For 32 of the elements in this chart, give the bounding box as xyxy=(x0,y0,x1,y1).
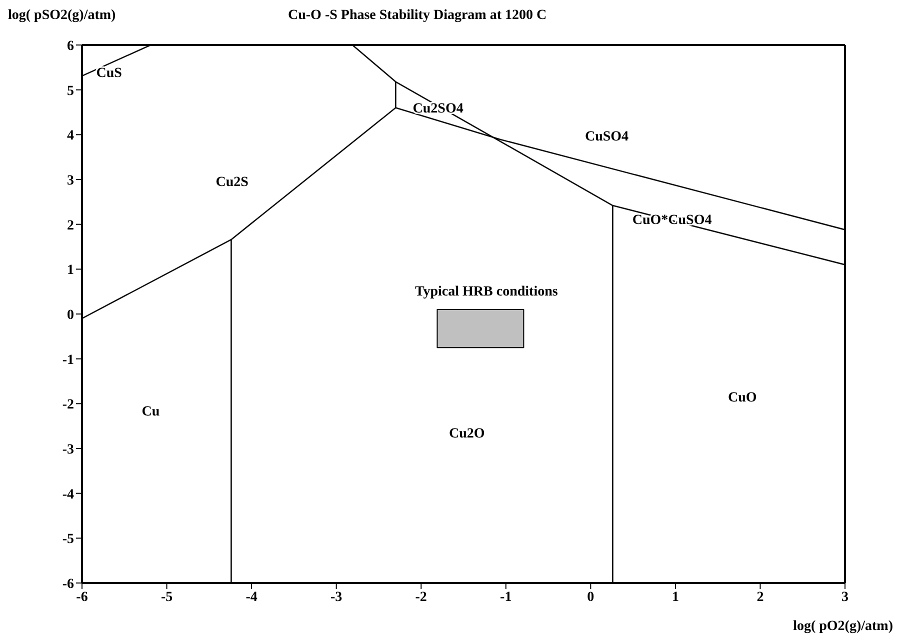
x-tick-label: 3 xyxy=(842,590,848,605)
y-tick-label: 0 xyxy=(67,308,74,323)
y-tick-label: 6 xyxy=(67,38,74,54)
x-tick-label: 2 xyxy=(756,590,764,605)
y-tick-label: 4 xyxy=(67,128,74,144)
y-tick-label: -3 xyxy=(62,442,74,458)
annotation: Typical HRB conditions xyxy=(414,284,558,300)
annotation: Cu2O xyxy=(448,426,485,442)
x-tick-label: 1 xyxy=(672,590,679,605)
annotation: Cu xyxy=(142,404,160,420)
x-tick-label: -4 xyxy=(246,590,258,605)
y-tick-label: 3 xyxy=(67,173,74,188)
x-axis-title: log( pO2(g)/atm) xyxy=(793,619,893,635)
y-tick-label: -1 xyxy=(62,352,74,368)
annotation: CuS xyxy=(96,66,122,81)
annotation: CuO xyxy=(728,390,757,406)
x-tick-label: -3 xyxy=(330,590,342,605)
y-tick-label: 1 xyxy=(67,263,74,278)
x-tick-label: -2 xyxy=(415,590,427,605)
y-tick-label: 5 xyxy=(67,84,74,99)
y-tick-label: -4 xyxy=(62,487,74,502)
y-tick-label: -6 xyxy=(62,576,74,592)
x-tick-label: -1 xyxy=(500,590,512,605)
x-tick-label: 0 xyxy=(587,590,594,605)
chart-title: Cu-O -S Phase Stability Diagram at 1200 C xyxy=(288,8,547,24)
y-tick-label: 2 xyxy=(67,218,74,234)
y-axis-title: log( pSO2(g)/atm) xyxy=(8,8,116,24)
x-tick-label: -5 xyxy=(160,590,173,605)
y-tick-label: -2 xyxy=(62,398,74,413)
y-tick-label: -5 xyxy=(62,532,74,548)
annotation: Cu2S xyxy=(216,174,249,190)
annotation: CuSO4 xyxy=(584,130,629,145)
